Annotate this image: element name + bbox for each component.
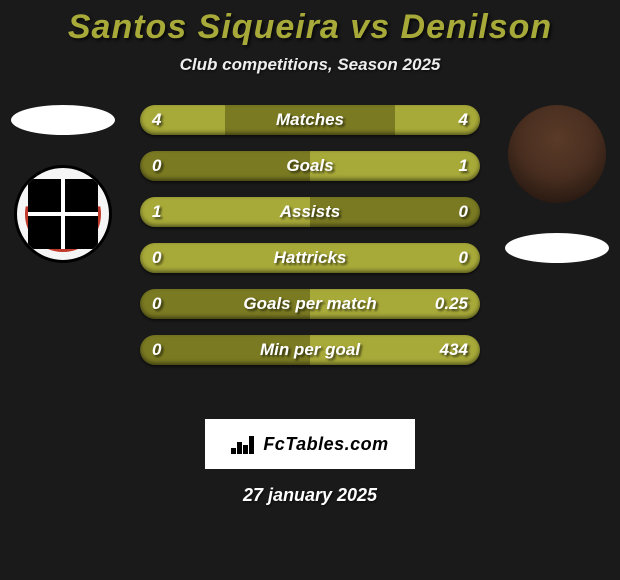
- stat-right-value: 434: [440, 340, 468, 360]
- stat-right-value: 0: [459, 202, 468, 222]
- stat-left-value: 4: [152, 110, 161, 130]
- left-player-name-plate: [11, 105, 115, 135]
- stat-label: Assists: [140, 202, 480, 222]
- stat-label: Hattricks: [140, 248, 480, 268]
- player-photo-icon: [508, 105, 606, 203]
- stat-left-value: 0: [152, 294, 161, 314]
- stat-row: 0Min per goal434: [140, 335, 480, 365]
- stat-left-value: 0: [152, 248, 161, 268]
- stat-label: Matches: [140, 110, 480, 130]
- stat-row: 0Hattricks0: [140, 243, 480, 273]
- comparison-subtitle: Club competitions, Season 2025: [0, 55, 620, 75]
- stat-row: 0Goals per match0.25: [140, 289, 480, 319]
- fctables-logo: FcTables.com: [205, 419, 415, 469]
- comparison-content: 4Matches40Goals11Assists00Hattricks00Goa…: [0, 105, 620, 405]
- stat-right-value: 4: [459, 110, 468, 130]
- logo-text: FcTables.com: [263, 434, 388, 455]
- chart-icon: [231, 434, 255, 454]
- club-badge-icon: [14, 165, 112, 263]
- stat-left-value: 0: [152, 340, 161, 360]
- left-player-column: [8, 105, 118, 263]
- stat-row: 0Goals1: [140, 151, 480, 181]
- infographic-date: 27 january 2025: [0, 485, 620, 506]
- stat-left-value: 1: [152, 202, 161, 222]
- right-player-column: [502, 105, 612, 263]
- stat-label: Min per goal: [140, 340, 480, 360]
- stat-left-value: 0: [152, 156, 161, 176]
- stat-label: Goals: [140, 156, 480, 176]
- stat-row: 1Assists0: [140, 197, 480, 227]
- stat-right-value: 1: [459, 156, 468, 176]
- stat-right-value: 0: [459, 248, 468, 268]
- right-player-name-plate: [505, 233, 609, 263]
- stat-row: 4Matches4: [140, 105, 480, 135]
- stat-label: Goals per match: [140, 294, 480, 314]
- comparison-title: Santos Siqueira vs Denilson: [0, 0, 620, 47]
- stat-right-value: 0.25: [435, 294, 468, 314]
- stats-container: 4Matches40Goals11Assists00Hattricks00Goa…: [140, 105, 480, 381]
